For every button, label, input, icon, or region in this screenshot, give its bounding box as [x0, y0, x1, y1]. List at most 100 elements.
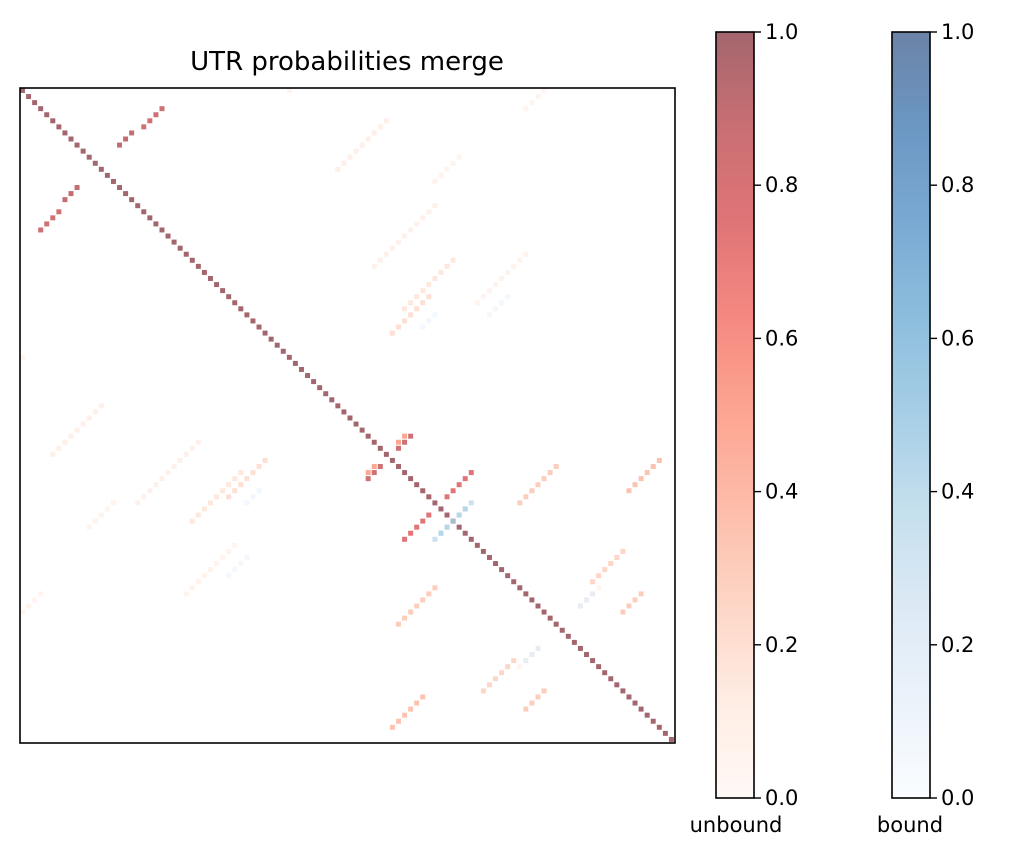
heatmap-cell-unbound — [511, 579, 517, 585]
colorbar-bound-tick-label: 1.0 — [941, 20, 974, 44]
heatmap-cell-unbound — [553, 464, 559, 469]
colorbar-unbound-frame — [715, 31, 755, 799]
heatmap-cell-unbound — [511, 263, 517, 269]
heatmap-cell-unbound — [523, 706, 529, 712]
heatmap-cell-unbound — [450, 488, 456, 494]
heatmap-cell-unbound — [426, 209, 432, 215]
heatmap-cell-unbound — [141, 494, 147, 500]
heatmap-cell-unbound — [238, 306, 244, 312]
heatmap-cell-unbound — [590, 579, 596, 585]
heatmap-cell-unbound — [408, 609, 414, 615]
colorbar-unbound-gradient — [716, 32, 754, 798]
heatmap-cell-unbound — [414, 603, 420, 609]
heatmap-cell-unbound — [317, 385, 323, 391]
heatmap-cell-unbound — [123, 136, 129, 142]
heatmap-cell-unbound — [408, 530, 414, 536]
heatmap-cell-unbound — [135, 203, 141, 209]
heatmap-cell-unbound — [141, 209, 147, 215]
heatmap-cell-unbound — [371, 439, 377, 445]
heatmap-cell-unbound — [456, 524, 462, 530]
heatmap-cell-unbound — [244, 476, 250, 482]
heatmap-cell-unbound — [183, 451, 189, 457]
heatmap-cell-bound — [232, 567, 238, 573]
heatmap-cell-unbound — [50, 118, 56, 124]
heatmap-cell-unbound — [129, 130, 135, 136]
heatmap-cell-unbound — [250, 318, 256, 324]
heatmap-cell-unbound — [226, 548, 232, 554]
heatmap-cell-unbound — [474, 300, 480, 306]
heatmap-cell-unbound — [383, 251, 389, 257]
heatmap-cell-unbound — [565, 633, 571, 639]
heatmap-cell-unbound — [153, 112, 159, 118]
heatmap-cell-unbound — [26, 94, 32, 100]
heatmap-cell-unbound — [389, 245, 395, 251]
heatmap-cell-unbound — [402, 433, 408, 439]
heatmap-cell-unbound — [402, 470, 408, 476]
heatmap-cell-unbound — [365, 476, 371, 482]
heatmap-cell-unbound — [638, 706, 644, 712]
heatmap-cell-unbound — [620, 688, 626, 694]
heatmap-cell-unbound — [226, 294, 232, 300]
colorbar-bound: 0.0 0.2 0.4 0.6 0.8 1.0 bound — [877, 20, 974, 837]
heatmap-cell-unbound — [517, 500, 523, 506]
heatmap-cell-unbound — [153, 221, 159, 227]
heatmap-cell-unbound — [311, 379, 317, 385]
heatmap-cell-unbound — [50, 451, 56, 457]
colorbar-bound-label: bound — [877, 813, 943, 837]
heatmap-cell-unbound — [195, 439, 201, 445]
heatmap-cell-bound — [493, 306, 499, 312]
heatmap-cell-unbound — [444, 494, 450, 500]
heatmap-cell-unbound — [408, 476, 414, 482]
heatmap-cell-unbound — [232, 476, 238, 482]
heatmap-cell-unbound — [286, 354, 292, 360]
heatmap-cell-unbound — [499, 567, 505, 573]
heatmap-cell-unbound — [396, 324, 401, 330]
heatmap-cell-unbound — [171, 464, 177, 469]
heatmap-cell-unbound — [365, 470, 371, 476]
colorbar-bound-frame — [891, 31, 931, 799]
heatmap-cell-unbound — [377, 464, 383, 469]
heatmap-cell-unbound — [438, 269, 444, 275]
heatmap-cell-unbound — [80, 148, 86, 154]
heatmap-cell-unbound — [644, 470, 650, 476]
heatmap-cell-bound — [499, 300, 505, 306]
heatmap-cell-unbound — [650, 718, 656, 724]
heatmap-cell-unbound — [396, 445, 401, 451]
heatmap-cell-unbound — [365, 136, 371, 142]
heatmap-cell-unbound — [426, 294, 432, 300]
heatmap-cell-unbound — [614, 682, 620, 688]
heatmap-cell-unbound — [74, 142, 80, 148]
heatmap-cell-unbound — [541, 88, 547, 93]
heatmap-cell-unbound — [347, 154, 353, 160]
heatmap-cell-unbound — [26, 603, 32, 609]
heatmap-cell-unbound — [444, 263, 450, 269]
heatmap-cell-unbound — [32, 100, 38, 106]
heatmap-cell-bound — [462, 506, 468, 512]
colorbar-unbound: 0.0 0.2 0.4 0.6 0.8 1.0 unbound — [690, 20, 799, 837]
heatmap-cell-bound — [244, 554, 250, 560]
heatmap-cell-unbound — [414, 700, 420, 706]
heatmap-cell-unbound — [535, 694, 541, 700]
heatmap-cell-unbound — [414, 524, 420, 530]
heatmap-cell-unbound — [493, 676, 499, 682]
heatmap-cell-unbound — [341, 160, 347, 166]
heatmap-cell-unbound — [268, 336, 274, 342]
heatmap-cell-unbound — [396, 464, 401, 469]
colorbar-bound-tick-label: 0.6 — [941, 326, 974, 350]
heatmap-cell-unbound — [620, 548, 626, 554]
heatmap-cell-unbound — [292, 360, 298, 366]
heatmap-cell-unbound — [226, 482, 232, 488]
heatmap-cell-unbound — [517, 664, 523, 670]
heatmap-cell-unbound — [123, 191, 129, 197]
heatmap-cell-unbound — [371, 130, 377, 136]
heatmap-cell-unbound — [638, 591, 644, 597]
heatmap-cell-unbound — [541, 688, 547, 694]
heatmap-cell-unbound — [44, 112, 50, 118]
heatmap-cell-unbound — [56, 445, 62, 451]
heatmap-cell-unbound — [177, 457, 183, 463]
heatmap-cell-unbound — [668, 736, 674, 742]
heatmap-cell-unbound — [323, 391, 329, 397]
heatmap-cell-bound — [584, 597, 589, 603]
heatmap-cell-unbound — [408, 227, 414, 233]
heatmap-cell-unbound — [638, 476, 644, 482]
